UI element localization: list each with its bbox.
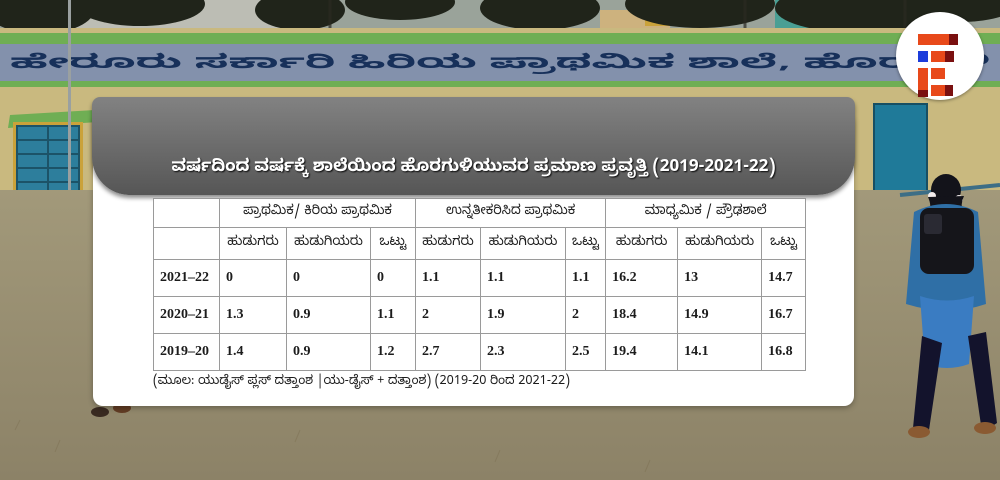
svg-text:ಹೇರೂರು ಸರ್ಕಾರಿ ಹಿರಿಯ ಪ್ರಾಥಮಿಕ: ಹೇರೂರು ಸರ್ಕಾರಿ ಹಿರಿಯ ಪ್ರಾಥಮಿಕ ಶಾಲೆ, ಹೊರಗ… <box>10 52 990 79</box>
